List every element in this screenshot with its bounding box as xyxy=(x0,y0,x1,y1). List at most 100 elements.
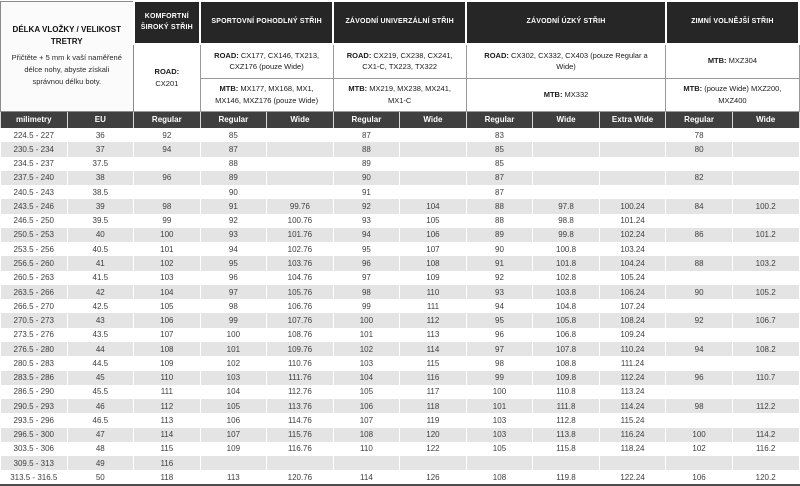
cell-last-length: 117 xyxy=(399,384,467,400)
models-race-narrow-mtb-prefix: MTB: xyxy=(543,89,563,99)
table-row: 253.5 - 256 40.5 101 94 102.76 95 107 90 100.8 10… xyxy=(0,242,800,257)
cell-last-length: 113 xyxy=(399,327,467,342)
column-header: Wide xyxy=(399,110,467,129)
cell-last-length xyxy=(731,356,800,371)
table-row: 266.5 - 270 42.5 105 98 106.76 99 111 94 104.8 10… xyxy=(0,299,800,314)
cell-last-length xyxy=(665,299,733,314)
cell-last-length: 104 xyxy=(332,370,401,385)
cell-last-length: 92 xyxy=(665,313,733,328)
cell-last-length: 96 xyxy=(465,327,534,342)
group-header-sport-comfort-fit: SPORTOVNÍ POHODLNÝ STŘIH xyxy=(199,0,335,45)
table-row: 263.5 - 266 42 104 97 105.76 98 110 93 103.8 106.… xyxy=(0,284,800,300)
models-comfort-road-prefix: ROAD: xyxy=(154,67,180,77)
cell-last-length xyxy=(266,156,334,171)
table-row: 260.5 - 263 41.5 103 96 104.76 97 109 92 102.8 10… xyxy=(0,270,800,285)
cell-last-length: 87 xyxy=(199,142,268,157)
table-row: 240.5 - 243 38.5 90 91 87 xyxy=(0,185,800,200)
cell-last-length: 120 xyxy=(399,427,467,442)
cell-last-length: 105 xyxy=(133,299,201,314)
cell-last-length: 111 xyxy=(133,384,201,400)
cell-last-length: 106 xyxy=(399,227,467,243)
cell-last-length xyxy=(532,142,600,157)
cell-last-length: 107.24 xyxy=(598,299,667,314)
table-row: 256.5 - 260 41 102 95 103.76 96 108 91 101.8 104.… xyxy=(0,256,800,271)
cell-last-length xyxy=(731,242,800,257)
cell-last-length: 103.8 xyxy=(532,284,600,300)
cell-last-length: 110 xyxy=(133,370,201,385)
cell-eu-size: 37 xyxy=(66,142,135,157)
table-row: 290.5 - 293 46 112 105 113.76 106 118 101 111.8 1… xyxy=(0,399,800,414)
cell-last-length: 108.8 xyxy=(532,356,600,371)
models-comfort-road: ROAD: CX201 xyxy=(133,43,201,112)
cell-last-length xyxy=(133,185,201,200)
cell-last-length xyxy=(731,142,800,157)
cell-last-length xyxy=(731,299,800,314)
cell-last-length: 89 xyxy=(199,170,268,186)
cell-last-length: 96 xyxy=(199,270,268,285)
cell-last-length: 108 xyxy=(133,341,201,357)
cell-eu-size: 41.5 xyxy=(66,270,135,285)
road-models-row: ROAD: CX201 ROAD: CX177, CX146, TX213, C… xyxy=(1,43,800,112)
table-row: 276.5 - 280 44 108 101 109.76 102 114 97 107.8 11… xyxy=(0,341,800,357)
cell-last-length xyxy=(731,270,800,285)
cell-last-length: 118 xyxy=(399,399,467,414)
cell-last-length: 94 xyxy=(332,227,401,243)
cell-last-length: 100 xyxy=(199,327,268,342)
models-race-universal-mtb-prefix: MTB: xyxy=(348,83,368,93)
models-race-narrow-mtb-list: MX332 xyxy=(562,89,589,99)
column-header: Wide xyxy=(731,110,800,129)
cell-last-length: 98 xyxy=(199,299,268,314)
title-cell: DÉLKA VLOŽKY / VELIKOST TRETRY Přičtěte … xyxy=(0,0,135,112)
cell-millimeters: 256.5 - 260 xyxy=(0,256,68,271)
cell-eu-size: 39 xyxy=(66,199,135,214)
cell-last-length: 111 xyxy=(399,299,467,314)
cell-last-length: 99 xyxy=(133,213,201,228)
cell-last-length xyxy=(731,185,800,200)
cell-last-length xyxy=(731,156,800,171)
cell-last-length xyxy=(199,456,268,471)
models-race-universal-road-list: CX219, CX238, CX241, CX1-C, TX223, TX322 xyxy=(362,50,453,72)
cell-last-length: 82 xyxy=(665,170,733,186)
cell-last-length: 102.8 xyxy=(532,270,600,285)
cell-last-length: 106 xyxy=(199,413,268,428)
models-sport-mtb-prefix: MTB: xyxy=(219,83,239,93)
cell-last-length: 110.7 xyxy=(731,370,800,385)
page-title: DÉLKA VLOŽKY / VELIKOST TRETRY xyxy=(12,25,121,46)
cell-last-length: 103 xyxy=(332,356,401,371)
cell-last-length: 112.8 xyxy=(532,413,600,428)
column-header: Regular xyxy=(465,110,534,129)
cell-last-length: 90 xyxy=(332,170,401,186)
cell-last-length: 110.24 xyxy=(598,341,667,357)
cell-last-length: 106.8 xyxy=(532,327,600,342)
cell-last-length: 107 xyxy=(399,242,467,257)
cell-millimeters: 266.5 - 270 xyxy=(0,299,68,314)
cell-last-length: 103.2 xyxy=(731,256,800,271)
cell-last-length: 92 xyxy=(133,128,201,143)
cell-last-length: 85 xyxy=(465,156,534,171)
cell-last-length: 111.76 xyxy=(266,370,334,385)
size-table-body: 224.5 - 227 36 92 85 87 83 78 230.5 - 234 37 94 87… xyxy=(0,128,800,485)
cell-last-length: 106.7 xyxy=(731,313,800,328)
table-row: 230.5 - 234 37 94 87 88 85 80 xyxy=(0,142,800,157)
cell-last-length: 113 xyxy=(133,413,201,428)
table-row: 270.5 - 273 43 106 99 107.76 100 112 95 105.8 108… xyxy=(0,313,800,328)
cell-last-length xyxy=(665,270,733,285)
cell-millimeters: 234.5 - 237 xyxy=(0,156,68,171)
cell-last-length xyxy=(665,213,733,228)
cell-last-length: 118.24 xyxy=(598,441,667,457)
cell-last-length: 105 xyxy=(399,213,467,228)
cell-last-length: 98.8 xyxy=(532,213,600,228)
cell-last-length: 112.76 xyxy=(266,384,334,400)
table-row: 293.5 - 296 46.5 113 106 114.76 107 119 103 112.… xyxy=(0,413,800,428)
cell-millimeters: 296.5 - 300 xyxy=(0,427,68,442)
cell-last-length: 93 xyxy=(332,213,401,228)
cell-last-length: 80 xyxy=(665,142,733,157)
cell-last-length: 105.2 xyxy=(731,284,800,300)
cell-last-length: 109.24 xyxy=(598,327,667,342)
cell-last-length: 110.8 xyxy=(532,384,600,400)
cell-millimeters: 293.5 - 296 xyxy=(0,413,68,428)
cell-last-length: 94 xyxy=(665,341,733,357)
cell-last-length: 89 xyxy=(465,227,534,243)
cell-last-length: 115.76 xyxy=(266,427,334,442)
